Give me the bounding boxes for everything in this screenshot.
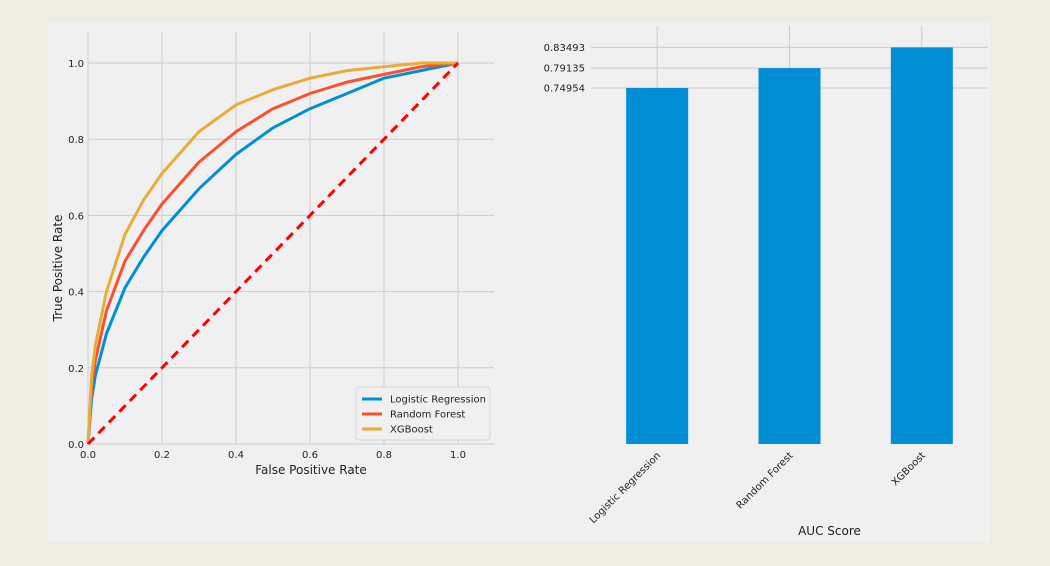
roc-legend-box	[355, 386, 491, 441]
auc-category-label: XGBoost	[890, 450, 928, 488]
roc-legend-label: XGBoost	[390, 425, 433, 436]
roc-chart: 0.0 0.2 0.4 0.6 0.8 1.0 0.0 0.2 0.4 0.6 0.8 1.0 Fals…	[51, 32, 494, 477]
auc-y-tick-label: 0.79135	[544, 64, 585, 75]
auc-x-axis-label: AUC Score	[798, 524, 861, 538]
roc-legend: Logistic Regression Random Forest XGBoost	[355, 386, 491, 441]
roc-legend-label: Logistic Regression	[390, 395, 486, 406]
roc-y-tick-label: 0.6	[68, 211, 84, 222]
roc-y-tick-label: 0.0	[68, 440, 84, 451]
roc-y-tick-label: 0.4	[68, 288, 84, 299]
roc-x-tick-label: 0.6	[302, 450, 318, 461]
auc-category-label: Logistic Regression	[588, 450, 664, 526]
figure: 0.0 0.2 0.4 0.6 0.8 1.0 0.0 0.2 0.4 0.6 0.8 1.0 Fals…	[48, 22, 990, 542]
roc-baseline	[86, 61, 460, 446]
roc-legend-label: Random Forest	[390, 410, 465, 421]
auc-y-tick-label: 0.83493	[544, 43, 585, 54]
auc-bar	[890, 47, 953, 444]
auc-bar	[626, 87, 689, 444]
chart-canvas: 0.0 0.2 0.4 0.6 0.8 1.0 0.0 0.2 0.4 0.6 0.8 1.0 Fals…	[51, 26, 988, 538]
auc-category-label: Random Forest	[735, 450, 796, 511]
roc-x-tick-label: 0.2	[154, 450, 170, 461]
roc-x-tick-label: 0.0	[80, 450, 96, 461]
auc-y-tick-label: 0.74954	[544, 83, 585, 94]
roc-x-tick-label: 0.4	[228, 450, 244, 461]
auc-bar-chart: 0.74954 0.79135 0.83493 Logistic Regression…	[544, 26, 988, 538]
roc-series-line	[86, 61, 458, 445]
roc-series-line	[86, 61, 459, 445]
roc-x-tick-label: 0.8	[376, 450, 392, 461]
roc-y-tick-label: 0.2	[68, 364, 84, 375]
roc-y-axis-label: True Positive Rate	[51, 215, 65, 323]
roc-x-axis-label: False Positive Rate	[255, 463, 367, 477]
roc-y-tick-label: 0.8	[68, 135, 84, 146]
roc-y-tick-label: 1.0	[68, 59, 84, 70]
roc-series-line	[86, 61, 459, 445]
auc-bar	[758, 68, 821, 444]
roc-x-tick-label: 1.0	[450, 450, 466, 461]
